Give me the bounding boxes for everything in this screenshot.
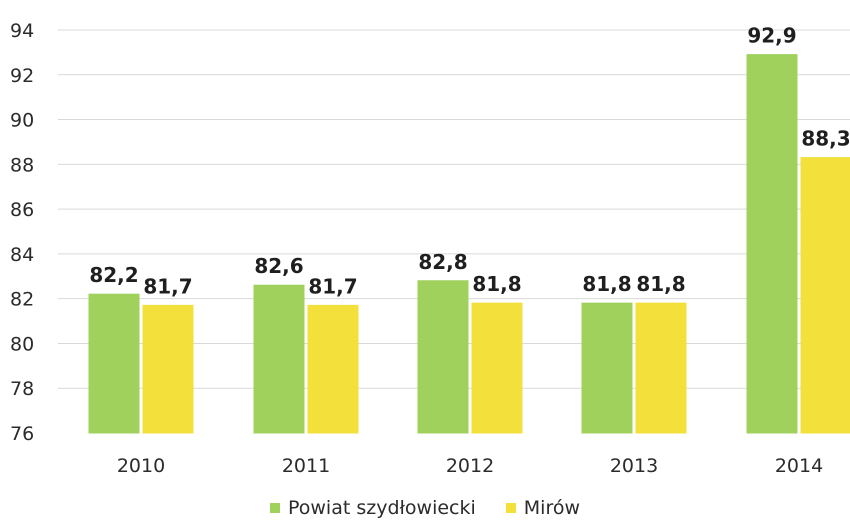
x-tick-label: 2011 — [282, 455, 330, 477]
data-label: 81,8 — [636, 272, 685, 296]
y-tick-label: 84 — [10, 244, 34, 266]
x-tick-label: 2014 — [775, 455, 823, 477]
x-tick-label: 2013 — [610, 455, 658, 477]
legend-item-powiat: Powiat szydłowiecki — [269, 497, 476, 519]
data-label: 82,2 — [89, 263, 138, 287]
bar — [253, 284, 305, 434]
data-label: 81,8 — [472, 272, 521, 296]
y-tick-label: 90 — [10, 110, 34, 132]
y-tick-label: 78 — [10, 378, 34, 400]
bar — [417, 280, 469, 434]
legend-swatch-mirow — [505, 503, 516, 513]
y-tick-label: 88 — [10, 154, 34, 176]
y-tick-label: 92 — [10, 65, 34, 87]
legend: Powiat szydłowiecki Mirów — [0, 492, 850, 524]
y-tick-label: 80 — [10, 333, 34, 355]
legend-item-mirow: Mirów — [505, 497, 581, 519]
data-label: 82,6 — [254, 254, 303, 278]
y-tick-label: 94 — [10, 20, 34, 42]
data-label: 81,8 — [582, 272, 631, 296]
bar — [800, 157, 850, 434]
bar — [471, 302, 523, 434]
bar — [307, 304, 359, 434]
x-tick-label: 2012 — [446, 455, 494, 477]
y-tick-label: 82 — [10, 289, 34, 311]
bar — [88, 293, 140, 434]
legend-label-mirow: Mirów — [523, 497, 581, 519]
bar — [142, 304, 194, 434]
legend-swatch-powiat — [269, 503, 280, 513]
data-label: 92,9 — [747, 24, 796, 48]
data-label: 88,3 — [801, 127, 850, 151]
bar — [581, 302, 633, 434]
bar — [635, 302, 687, 434]
data-label: 82,8 — [418, 250, 467, 274]
y-tick-label: 86 — [10, 199, 34, 221]
y-tick-label: 76 — [10, 423, 34, 445]
data-label: 81,7 — [308, 274, 357, 298]
bar — [746, 54, 798, 434]
legend-label-powiat: Powiat szydłowiecki — [287, 497, 476, 519]
data-label: 81,7 — [143, 274, 192, 298]
x-tick-label: 2010 — [117, 455, 165, 477]
